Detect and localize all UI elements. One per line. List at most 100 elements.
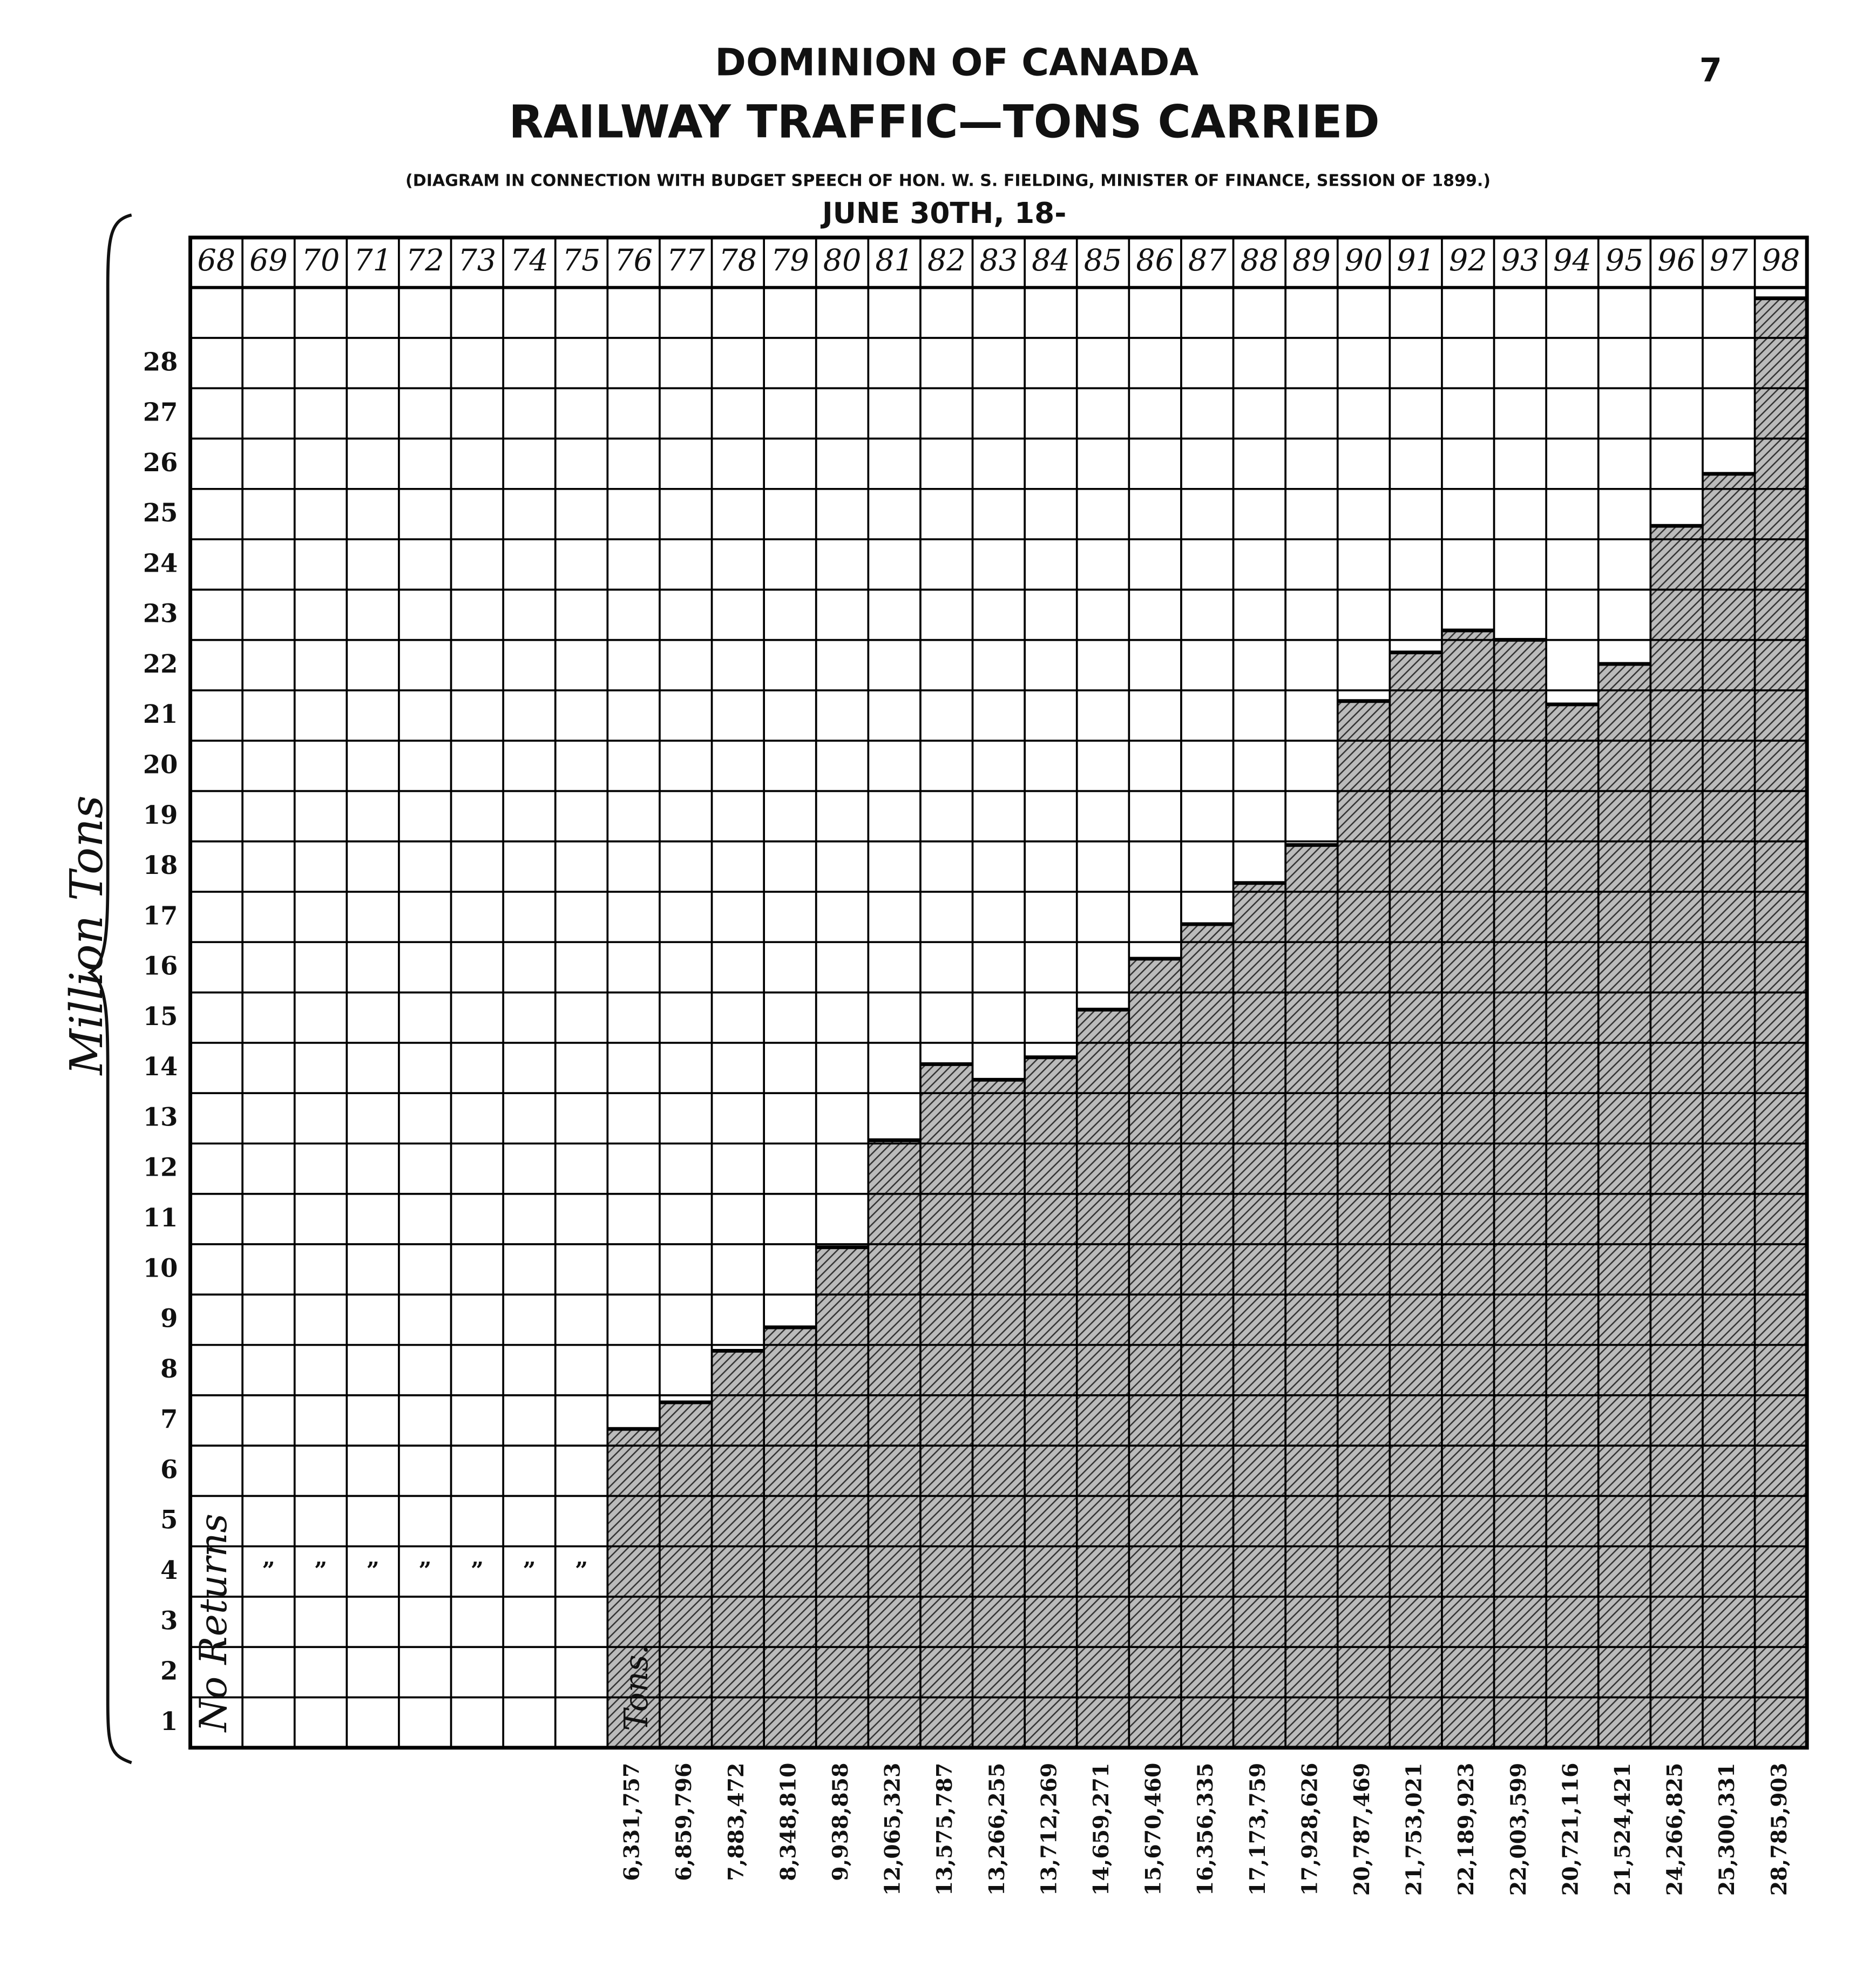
grid: [188, 235, 1809, 1750]
y-tick-label: 18: [143, 851, 178, 880]
bar: [1598, 664, 1651, 1748]
frame: [188, 235, 1809, 1750]
bar: [920, 1064, 973, 1748]
ditto-mark: ”: [575, 1557, 588, 1584]
x-tick-label: 79: [771, 243, 809, 278]
y-tick-label: 3: [160, 1606, 178, 1635]
y-tick-label: 1: [160, 1707, 178, 1736]
bars: [607, 296, 1807, 1748]
y-tick-label: 25: [143, 498, 178, 527]
x-tick-label: 90: [1345, 243, 1383, 278]
value-label: 22,189,923: [1454, 1763, 1479, 1896]
y-tick-label: 10: [143, 1253, 178, 1283]
value-label: 17,928,626: [1297, 1763, 1322, 1896]
x-tick-label: 93: [1501, 243, 1539, 278]
bar: [1076, 1009, 1129, 1748]
x-tick-label: 84: [1032, 243, 1070, 278]
value-label: 17,173,759: [1245, 1763, 1270, 1896]
x-tick-label: 73: [458, 243, 496, 278]
x-tick-label: 85: [1084, 243, 1122, 278]
y-tick-label: 9: [160, 1304, 178, 1333]
labels: 68 69 70 71 72 73 74 75 766,331,757776,859,79678…: [143, 243, 1800, 1896]
y-tick-label: 26: [143, 448, 178, 477]
x-tick-label: 70: [302, 243, 340, 278]
ditto-mark: ”: [314, 1557, 327, 1584]
bar: [972, 1080, 1025, 1748]
y-tick-label: 24: [143, 548, 178, 578]
bar: [1233, 883, 1286, 1748]
value-label: 9,938,858: [828, 1763, 853, 1881]
value-label: 8,348,810: [776, 1763, 801, 1881]
page-number: 7: [1699, 52, 1722, 90]
y-tick-label: 12: [143, 1153, 178, 1182]
no-returns-label: No Returns: [192, 1514, 235, 1733]
x-tick-label: 76: [614, 243, 653, 278]
ditto-mark: ”: [418, 1557, 431, 1584]
value-unit-label: Tons.: [618, 1644, 655, 1731]
y-tick-label: 28: [143, 347, 178, 376]
bar: [659, 1402, 712, 1748]
brace: [87, 213, 132, 1765]
bar: [1337, 701, 1390, 1748]
value-label: 16,356,335: [1193, 1763, 1218, 1896]
x-tick-label: 98: [1762, 243, 1800, 278]
y-tick-label: 6: [160, 1455, 178, 1484]
y-tick-label: 27: [143, 398, 178, 427]
y-tick-label: 16: [143, 952, 178, 981]
x-tick-label: 81: [875, 243, 913, 278]
value-label: 24,266,825: [1663, 1763, 1688, 1896]
bar: [1650, 526, 1703, 1748]
x-tick-label: 86: [1136, 243, 1174, 278]
x-tick-label: 94: [1553, 243, 1591, 278]
bar: [1441, 630, 1494, 1748]
y-tick-label: 7: [160, 1405, 178, 1434]
bar: [712, 1351, 764, 1748]
bar: [1546, 704, 1599, 1748]
y-tick-label: 22: [143, 649, 178, 679]
value-label: 28,785,903: [1767, 1763, 1792, 1896]
bar: [1129, 959, 1181, 1748]
x-tick-label: 80: [823, 243, 862, 278]
y-tick-label: 23: [143, 599, 178, 628]
bar: [1025, 1057, 1077, 1748]
value-label: 13,575,787: [932, 1763, 957, 1896]
x-axis-label: JUNE 30TH, 18-: [821, 196, 1067, 230]
x-tick-label: 77: [667, 243, 705, 278]
bar: [1390, 652, 1442, 1748]
ditto-mark: ”: [471, 1557, 484, 1584]
y-tick-label: 20: [143, 750, 178, 779]
value-label: 21,753,021: [1402, 1763, 1427, 1896]
ditto-mark: ”: [367, 1557, 380, 1584]
x-tick-label: 92: [1449, 243, 1487, 278]
x-tick-label: 78: [719, 243, 757, 278]
value-label: 25,300,331: [1715, 1763, 1739, 1896]
y-tick-label: 17: [143, 901, 178, 930]
y-tick-label: 21: [143, 700, 178, 729]
y-tick-label: 8: [160, 1354, 178, 1383]
x-tick-label: 91: [1397, 243, 1435, 278]
x-tick-label: 87: [1188, 243, 1227, 278]
y-tick-label: 2: [160, 1657, 178, 1686]
value-label: 15,670,460: [1141, 1763, 1166, 1896]
value-label: 6,331,757: [620, 1763, 645, 1881]
y-tick-label: 15: [143, 1002, 178, 1031]
bar: [1702, 473, 1755, 1748]
x-tick-label: 95: [1606, 243, 1644, 278]
x-tick-label: 82: [927, 243, 966, 278]
bar: [868, 1140, 920, 1748]
value-label: 14,659,271: [1089, 1763, 1114, 1896]
value-label: 12,065,323: [881, 1763, 905, 1896]
chart-subtitle: RAILWAY TRAFFIC—TONS CARRIED: [509, 96, 1379, 148]
value-label: 20,787,469: [1350, 1763, 1374, 1896]
y-tick-label: 4: [160, 1556, 178, 1585]
bar: [607, 1429, 660, 1748]
y-tick-label: 14: [143, 1052, 178, 1081]
x-tick-label: 72: [406, 243, 444, 278]
x-tick-label: 96: [1657, 243, 1696, 278]
x-tick-label: 97: [1710, 243, 1748, 278]
x-tick-label: 69: [249, 243, 288, 278]
bar: [1755, 298, 1807, 1748]
x-tick-label: 88: [1240, 243, 1278, 278]
